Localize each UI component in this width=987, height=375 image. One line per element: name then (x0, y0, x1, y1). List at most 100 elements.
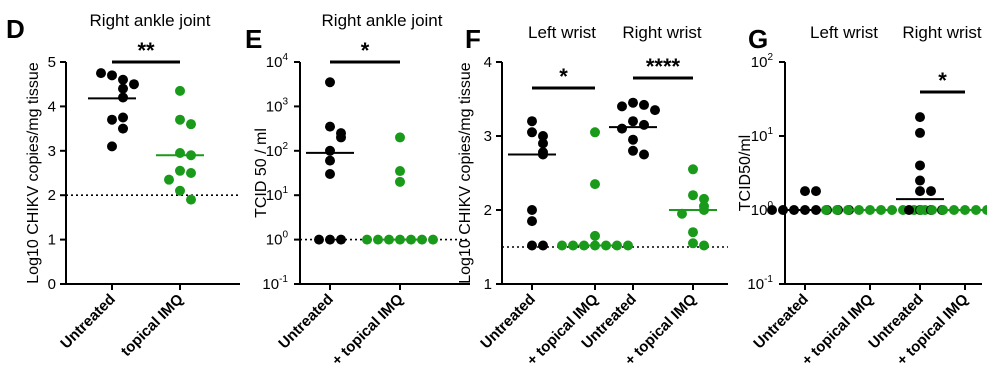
data-point (699, 193, 709, 204)
data-point (186, 194, 196, 205)
y-axis-label: Log10 CHIKV copies/mg tissue (25, 62, 42, 284)
data-point (395, 176, 405, 187)
y-axis-label: Log10 CHIKV copies/mg tissue (457, 62, 474, 284)
data-point (650, 105, 660, 116)
y-tick-exponent: 2 (282, 141, 288, 152)
panel-letter: D (6, 14, 25, 44)
data-point (325, 145, 335, 156)
data-point (688, 190, 698, 201)
data-point (628, 134, 638, 145)
data-point (538, 131, 548, 141)
y-tick-base: 10 (266, 54, 283, 71)
data-point (118, 123, 128, 134)
y-tick-label: 5 (48, 54, 56, 71)
data-point (175, 185, 185, 196)
y-tick-base: 10 (751, 54, 768, 71)
data-point (314, 234, 324, 245)
x-category-label: Untreated (750, 291, 812, 353)
data-point (428, 234, 438, 245)
data-point (639, 149, 649, 160)
data-point (590, 179, 600, 190)
y-tick-exponent: 3 (282, 96, 288, 107)
significance-label: * (938, 68, 947, 93)
data-point (96, 68, 106, 79)
y-axis-label: TCID50/ml (737, 135, 754, 211)
y-tick-label: 102 (266, 141, 289, 160)
y-tick-base: 10 (266, 98, 283, 115)
y-tick-exponent: -1 (279, 274, 288, 285)
y-tick-base: 10 (747, 276, 764, 293)
y-tick-label: 3 (484, 128, 492, 145)
y-tick-base: 10 (751, 202, 768, 219)
data-point (336, 234, 346, 245)
data-point (590, 127, 600, 138)
panel-title: Right ankle joint (90, 11, 211, 30)
data-point (527, 127, 537, 138)
data-point (362, 234, 372, 245)
y-tick-exponent: 4 (282, 52, 288, 63)
data-point (175, 85, 185, 96)
panel-title: Left wrist (810, 23, 878, 42)
data-point (538, 240, 548, 251)
data-point (325, 169, 335, 180)
data-point (118, 112, 128, 123)
y-tick-label: 1 (48, 232, 56, 249)
y-tick-label: 4 (484, 54, 492, 71)
y-tick-exponent: 2 (767, 52, 773, 63)
data-point (590, 230, 600, 241)
data-point (915, 175, 925, 186)
y-tick-exponent: 0 (282, 230, 288, 241)
panel-letter: F (465, 24, 481, 54)
y-tick-label: 103 (266, 96, 289, 115)
x-category-label: Untreated (57, 291, 119, 353)
y-tick-label: 10-1 (747, 274, 773, 293)
data-point (175, 165, 185, 176)
y-tick-label: 101 (266, 185, 289, 204)
y-tick-base: 10 (262, 276, 279, 293)
data-point (927, 205, 937, 215)
y-tick-exponent: 1 (282, 185, 288, 196)
data-point (527, 116, 537, 127)
data-point (175, 148, 185, 159)
y-tick-base: 10 (266, 187, 283, 204)
y-tick-label: 104 (266, 52, 289, 71)
data-point (811, 186, 821, 197)
data-point (186, 168, 196, 178)
significance-label: * (559, 64, 568, 89)
data-point (767, 205, 777, 215)
data-point (677, 208, 687, 219)
x-category-label: + topical IMQ (329, 291, 408, 370)
data-point (175, 114, 185, 125)
y-tick-label: 100 (266, 230, 289, 249)
y-tick-label: 0 (48, 276, 56, 293)
data-point (926, 186, 936, 197)
data-point (832, 205, 842, 215)
data-point (904, 205, 914, 215)
y-axis-label: TCID 50 / ml (253, 128, 270, 218)
y-tick-label: 102 (751, 52, 774, 71)
data-point (617, 101, 627, 112)
data-point (325, 234, 335, 245)
data-point (617, 123, 627, 134)
panel-title: Right wrist (622, 23, 702, 42)
data-point (688, 164, 698, 175)
data-point (527, 216, 537, 227)
data-point (639, 119, 649, 130)
significance-label: ** (137, 38, 155, 63)
data-point (538, 138, 548, 149)
y-tick-label: 4 (48, 98, 56, 115)
panel-title: Right wrist (902, 23, 982, 42)
significance-label: * (361, 38, 370, 63)
data-point (557, 240, 567, 251)
data-point (639, 99, 649, 110)
data-point (800, 186, 810, 197)
panel-letter: G (748, 24, 768, 54)
data-point (129, 79, 139, 90)
y-tick-label: 10-1 (262, 274, 288, 293)
x-category-label: topical IMQ (118, 291, 187, 360)
data-point (325, 121, 335, 132)
data-point (395, 166, 405, 177)
y-tick-base: 10 (266, 143, 283, 160)
